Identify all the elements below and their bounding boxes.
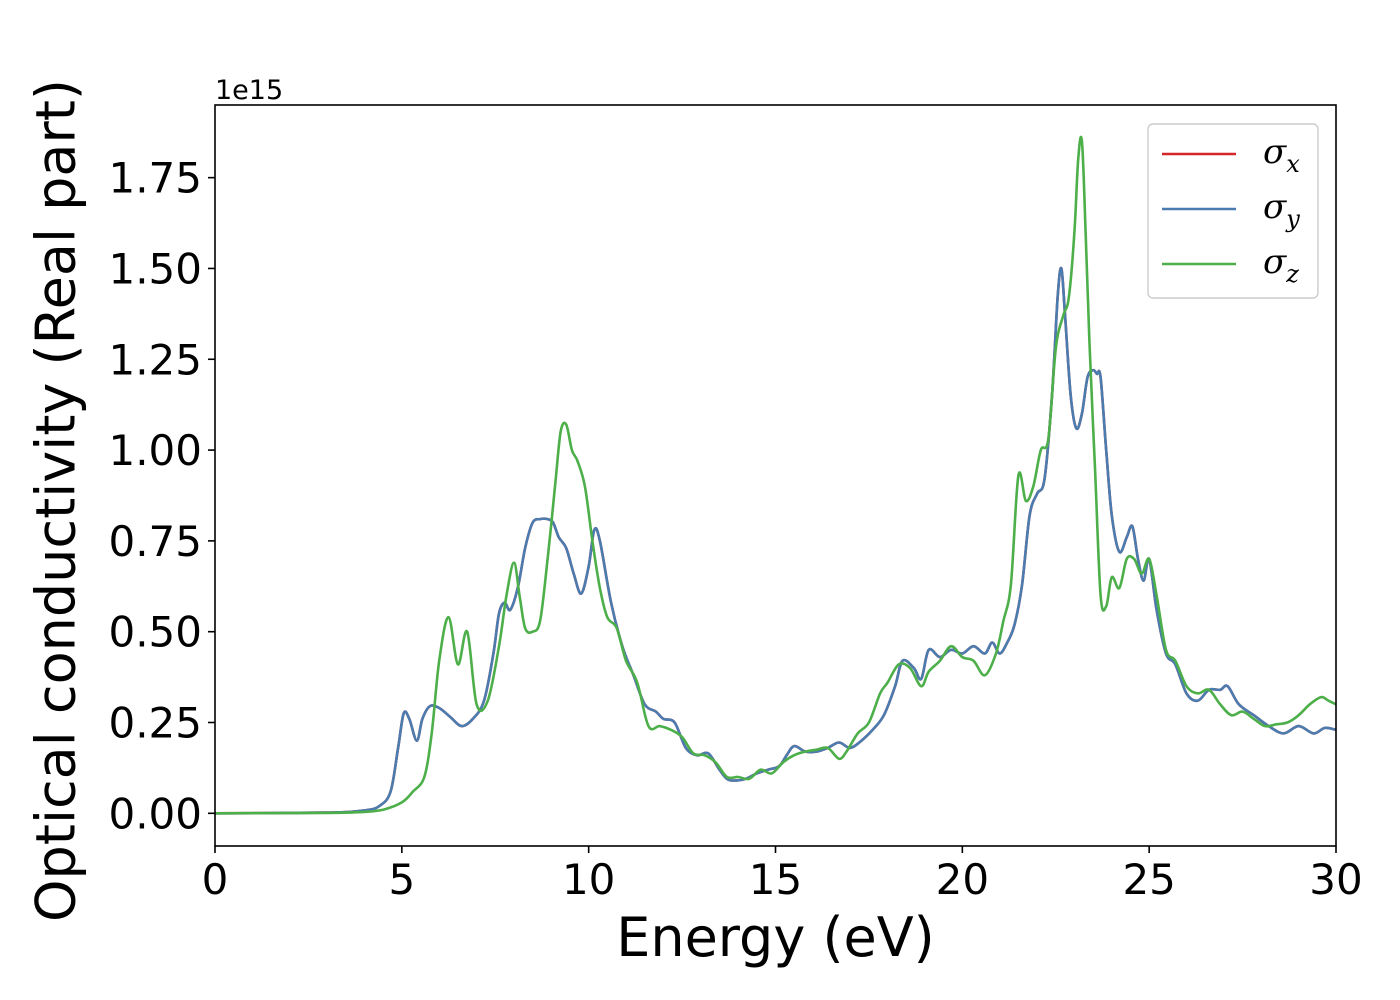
y-axis: 0.00 0.25 0.50 0.75 1.00 1.25 1.50 1.75 xyxy=(108,154,215,838)
legend-frame xyxy=(1147,123,1319,299)
x-axis: 0 5 10 15 20 25 30 xyxy=(202,846,1363,904)
series-line-y xyxy=(215,266,1336,815)
y-tick-label: 0.25 xyxy=(108,699,202,748)
x-tick-label: 25 xyxy=(1122,855,1175,904)
x-tick-label: 10 xyxy=(562,855,615,904)
y-tick-label: 1.75 xyxy=(108,154,202,203)
x-tick-label: 5 xyxy=(388,855,415,904)
series-line-x xyxy=(215,266,1336,815)
legend: σx σy σz xyxy=(1147,123,1319,299)
x-tick-label: 15 xyxy=(749,855,802,904)
y-tick-label: 0.00 xyxy=(108,789,202,838)
y-axis-label: Optical conductivity (Real part) xyxy=(25,79,88,922)
x-axis-label: Energy (eV) xyxy=(616,906,935,969)
y-tick-label: 1.50 xyxy=(108,244,202,293)
series-line-z xyxy=(215,135,1336,815)
y-tick-label: 1.25 xyxy=(108,335,202,384)
x-tick-label: 0 xyxy=(202,855,229,904)
legend-label-z: σz xyxy=(1263,242,1299,288)
legend-label-y: σy xyxy=(1263,187,1300,233)
x-tick-label: 20 xyxy=(936,855,989,904)
x-tick-label: 30 xyxy=(1309,855,1362,904)
y-tick-label: 0.75 xyxy=(108,517,202,566)
y-tick-label: 1.00 xyxy=(108,426,202,475)
series-layer xyxy=(215,135,1336,815)
legend-label-x: σx xyxy=(1263,132,1300,178)
y-tick-label: 0.50 xyxy=(108,608,202,657)
y-offset-text: 1e15 xyxy=(215,75,283,106)
